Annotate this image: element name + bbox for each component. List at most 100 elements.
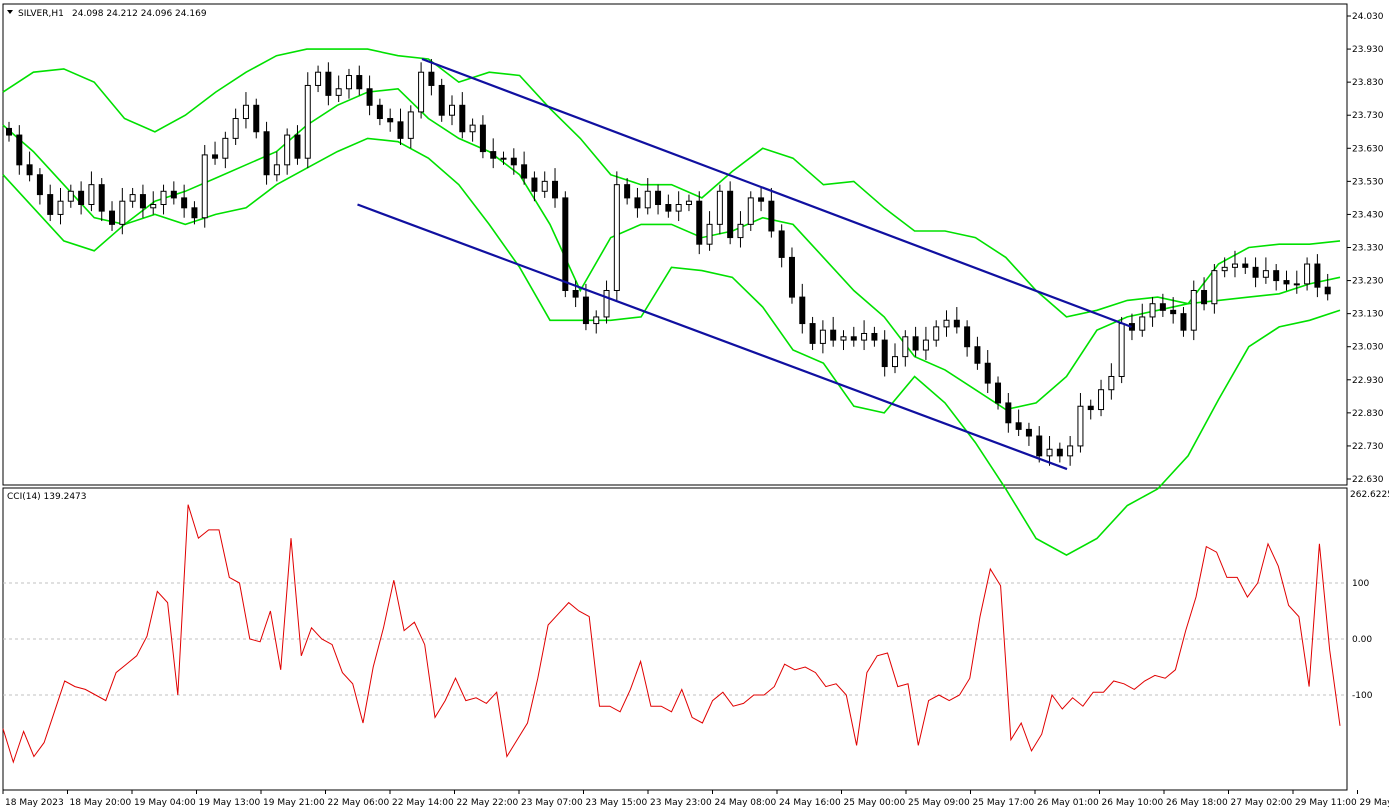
price-tick-label: 22.830: [1352, 409, 1384, 419]
time-tick-label: 25 May 00:00: [844, 798, 906, 808]
candle: [737, 211, 744, 248]
candle: [315, 65, 322, 93]
candle: [995, 376, 1002, 410]
price-tick-label: 22.630: [1352, 475, 1384, 485]
candle: [706, 211, 713, 251]
cci-levels: 100 0.00 -100: [3, 579, 1373, 701]
candle: [861, 320, 868, 351]
price-tick-label: 23.530: [1352, 177, 1384, 187]
time-tick-label: 23 May 23:00: [650, 798, 712, 808]
time-tick-label: 26 May 01:00: [1037, 798, 1099, 808]
candle: [1077, 393, 1084, 453]
candle: [840, 330, 847, 351]
candle: [201, 144, 208, 228]
candle: [170, 181, 177, 205]
candle: [376, 98, 383, 126]
cci-level-label: -100: [1352, 691, 1373, 701]
candles: [6, 58, 1331, 466]
price-tick-label: 23.830: [1352, 78, 1384, 88]
time-tick-label: 19 May 13:00: [199, 798, 261, 808]
candle: [222, 131, 229, 169]
candle: [1283, 270, 1290, 291]
candle: [181, 184, 188, 218]
candle: [1324, 273, 1331, 301]
candle: [119, 187, 126, 235]
candle: [1118, 316, 1125, 384]
time-tick-label: 29 May 11:00: [1295, 798, 1357, 808]
cci-level-label: 0.00: [1352, 635, 1372, 645]
price-tick-label: 23.130: [1352, 310, 1384, 320]
candle: [98, 178, 105, 222]
candle: [490, 138, 497, 169]
candle: [665, 194, 672, 218]
time-tick-label: 26 May 10:00: [1102, 798, 1164, 808]
candle: [335, 75, 342, 102]
time-tick-label: 22 May 22:00: [457, 798, 519, 808]
time-tick-label: 26 May 18:00: [1166, 798, 1228, 808]
cci-line: [2, 504, 1341, 764]
cci-level-label: 100: [1352, 579, 1369, 589]
candle: [1273, 264, 1280, 291]
candle: [345, 68, 352, 99]
candle: [582, 283, 589, 331]
candle: [778, 224, 785, 268]
candle: [510, 148, 517, 175]
candle: [727, 181, 734, 245]
candle: [1046, 436, 1053, 466]
candle: [593, 310, 600, 334]
candle: [1025, 422, 1032, 446]
price-tick-label: 23.330: [1352, 244, 1384, 254]
candle: [232, 108, 239, 145]
price-tick-label: 23.730: [1352, 111, 1384, 121]
candle: [881, 330, 888, 377]
time-tick-label: 25 May 17:00: [973, 798, 1035, 808]
candle: [521, 151, 528, 185]
symbol-dropdown-icon[interactable]: [7, 10, 13, 14]
time-tick-label: 18 May 2023: [5, 798, 64, 808]
candle: [356, 65, 363, 96]
candle: [109, 201, 116, 231]
time-tick-label: 24 May 16:00: [779, 798, 841, 808]
price-tick-label: 23.230: [1352, 277, 1384, 287]
time-tick-label: 19 May 04:00: [134, 798, 196, 808]
candle: [1139, 303, 1146, 337]
channel-upper-line[interactable]: [421, 57, 1132, 328]
time-tick-label: 25 May 09:00: [908, 798, 970, 808]
price-tick-label: 23.630: [1352, 144, 1384, 154]
candle: [469, 118, 476, 142]
lower-band: [2, 137, 1341, 557]
candle: [1098, 379, 1105, 417]
candle: [1231, 250, 1238, 278]
cci-series-line: [2, 504, 1341, 764]
candle: [1005, 393, 1012, 433]
chart-title-symbol: SILVER,H1: [18, 9, 64, 19]
candle: [850, 326, 857, 347]
time-tick-label: 29 May 19: [1360, 798, 1389, 808]
candle: [871, 326, 878, 347]
price-panel[interactable]: [2, 3, 1348, 486]
candle: [387, 108, 394, 132]
candle: [830, 316, 837, 347]
candle: [459, 92, 466, 139]
channel-lower-line[interactable]: [357, 203, 1068, 471]
candle: [47, 184, 54, 222]
upper-band: [2, 48, 1341, 318]
candle: [1108, 363, 1115, 400]
candle: [500, 151, 507, 165]
candle: [160, 184, 167, 215]
candle: [788, 247, 795, 304]
candle: [892, 343, 898, 374]
candle: [1170, 297, 1177, 324]
candle: [809, 316, 816, 351]
candle: [922, 326, 929, 360]
candle: [675, 191, 682, 222]
time-tick-label: 22 May 06:00: [328, 798, 390, 808]
candle: [716, 184, 723, 235]
candle: [696, 191, 703, 255]
candle: [603, 280, 610, 324]
candle: [1293, 270, 1300, 294]
time-tick-label: 24 May 08:00: [715, 798, 777, 808]
time-tick-label: 19 May 21:00: [263, 798, 325, 808]
candle: [273, 151, 280, 182]
trend-channel: [357, 57, 1132, 471]
